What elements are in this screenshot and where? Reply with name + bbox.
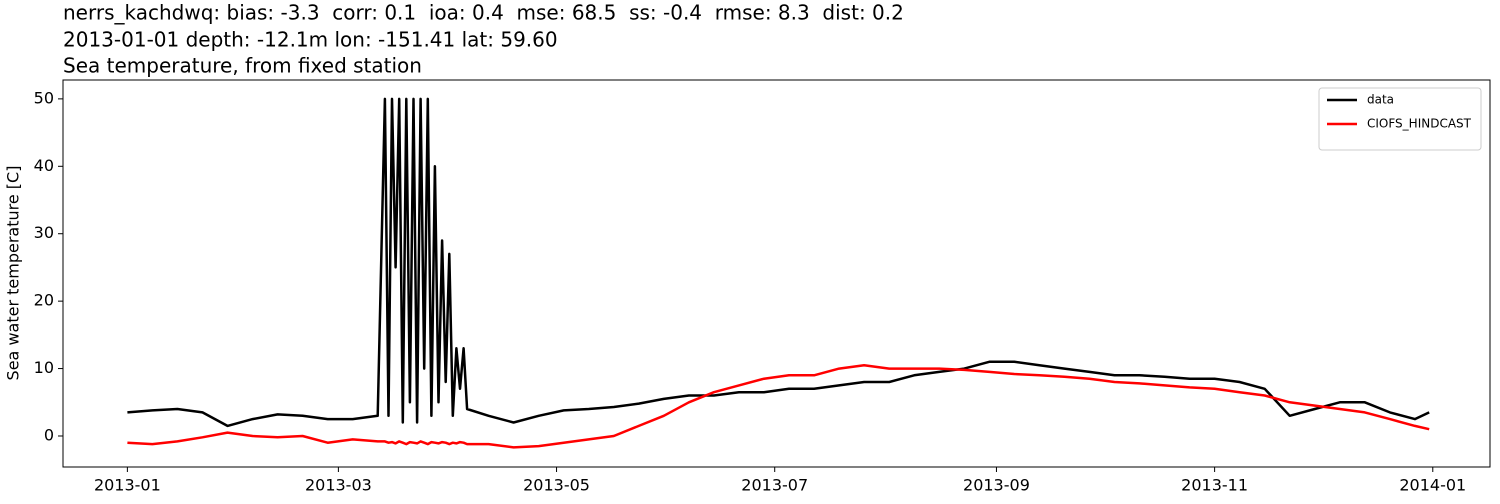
y-axis-label: Sea water temperature [C] (4, 166, 23, 381)
legend: data CIOFS_HINDCAST (1318, 87, 1482, 151)
data-line (127, 363, 1430, 449)
y-tick-label: 30 (34, 223, 54, 242)
y-tick-label: 40 (34, 156, 54, 175)
legend-frame (1318, 87, 1482, 151)
y-tick-label: 0 (44, 425, 54, 444)
x-tick-label: 2013-11 (1181, 476, 1248, 495)
y-tick-label: 10 (34, 358, 54, 377)
chart-description: Sea temperature, from fixed station (63, 54, 422, 78)
data-line (127, 97, 1430, 428)
x-tick-label: 2013-03 (305, 476, 372, 495)
legend-label: CIOFS_HINDCAST (1367, 117, 1472, 131)
y-tick-label: 20 (34, 291, 54, 310)
x-tick-label: 2013-05 (523, 476, 590, 495)
chart-subtitle: 2013-01-01 depth: -12.1m lon: -151.41 la… (63, 28, 558, 52)
x-tick-label: 2013-09 (963, 476, 1030, 495)
x-tick-label: 2014-01 (1399, 476, 1466, 495)
chart-title: nerrs_kachdwq: bias: -3.3 corr: 0.1 ioa:… (63, 1, 904, 25)
x-tick-label: 2013-07 (741, 476, 808, 495)
legend-label: data (1367, 93, 1394, 107)
x-tick-label: 2013-01 (94, 476, 161, 495)
y-tick-label: 50 (34, 88, 54, 107)
plot-frame (62, 79, 1491, 468)
